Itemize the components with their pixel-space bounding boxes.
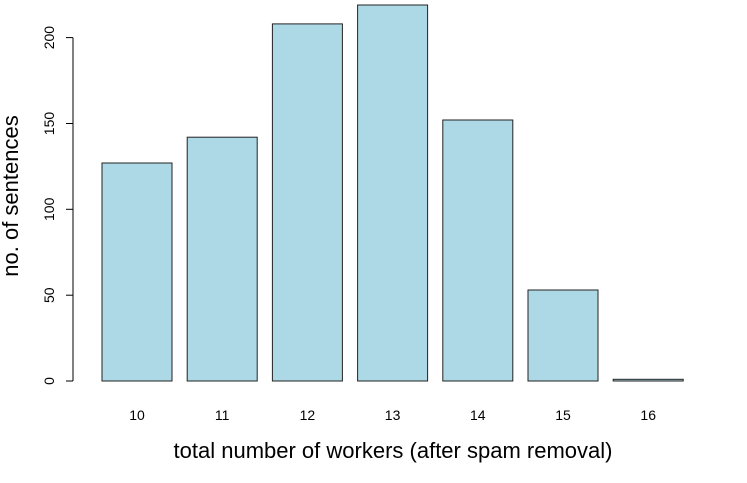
y-tick-label-50: 50: [41, 287, 57, 303]
y-tick-label-200: 200: [41, 26, 57, 50]
bar-11: [186, 136, 258, 382]
bar-14: [442, 119, 514, 382]
x-tick-label-15: 15: [555, 407, 571, 423]
bar-15: [527, 289, 599, 382]
y-tick-label-100: 100: [41, 197, 57, 221]
bar-10: [101, 162, 173, 382]
x-tick-label-16: 16: [640, 407, 656, 423]
x-tick-label-11: 11: [215, 407, 230, 423]
bars-group: [101, 4, 684, 382]
x-axis-title: total number of workers (after spam remo…: [174, 438, 613, 463]
y-tick-label-150: 150: [41, 112, 57, 136]
x-tick-labels: 10 11 12 13 14 15 16: [129, 407, 656, 423]
x-tick-label-12: 12: [300, 407, 316, 423]
y-tick-label-0: 0: [41, 377, 57, 385]
x-tick-label-14: 14: [470, 407, 486, 423]
bar-12: [271, 23, 343, 382]
bar-16: [612, 378, 684, 382]
bar-13: [357, 4, 429, 382]
x-tick-label-13: 13: [385, 407, 401, 423]
y-axis-title: no. of sentences: [0, 115, 23, 276]
x-tick-label-10: 10: [129, 407, 145, 423]
y-axis: 0 50 100 150 200: [41, 26, 74, 385]
